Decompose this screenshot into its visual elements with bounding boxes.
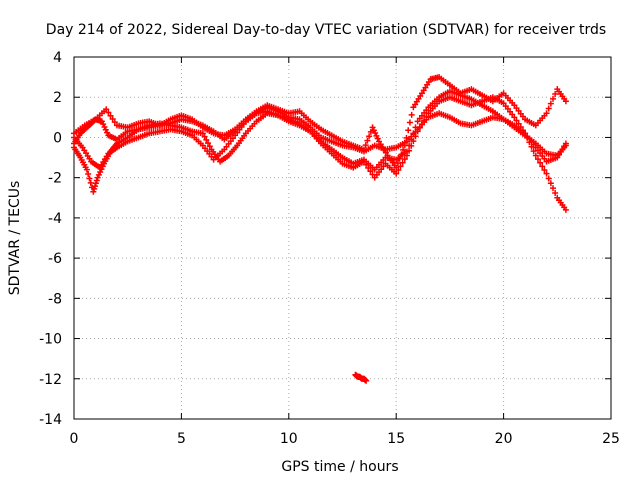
data-point [393, 164, 400, 171]
data-point [408, 111, 415, 118]
axis-ticks [73, 56, 612, 420]
x-tick-label: 5 [177, 431, 186, 447]
y-tick-label: -12 [39, 372, 62, 388]
data-point [515, 120, 522, 127]
data-point [393, 170, 400, 177]
data-point [421, 117, 428, 124]
x-tick-label: 10 [280, 431, 298, 447]
data-point [111, 119, 118, 126]
data-point [534, 156, 541, 163]
data-point [90, 188, 97, 195]
data-point [92, 180, 99, 187]
data-point [93, 177, 100, 184]
data-point [539, 163, 546, 170]
series-trace-4 [71, 74, 569, 171]
data-points [71, 74, 569, 384]
data-point [414, 128, 421, 135]
data-point [401, 156, 408, 163]
data-point [367, 168, 374, 175]
x-tick-label: 15 [387, 431, 405, 447]
data-point [205, 140, 212, 147]
data-point [367, 128, 374, 135]
data-point [513, 117, 520, 124]
data-point [403, 148, 410, 155]
data-point [543, 110, 550, 117]
x-axis-label: GPS time / hours [281, 459, 398, 475]
y-tick-label: -4 [48, 211, 62, 227]
data-point [528, 143, 535, 150]
data-point [412, 124, 419, 131]
data-point [537, 159, 544, 166]
data-point [85, 171, 92, 178]
series-outlier [352, 371, 370, 384]
data-point [362, 142, 369, 149]
data-point [105, 109, 112, 116]
data-point [400, 146, 407, 153]
data-point [103, 106, 110, 113]
data-point [406, 119, 413, 126]
data-point [530, 148, 537, 155]
data-point [541, 167, 548, 174]
data-point [83, 166, 90, 173]
data-point [511, 114, 518, 121]
data-point [517, 123, 524, 130]
data-point [201, 133, 208, 140]
data-point [360, 146, 367, 153]
data-point [92, 183, 99, 190]
data-point [547, 100, 554, 107]
y-tick-label: -14 [39, 412, 62, 428]
x-tick-label: 0 [70, 431, 79, 447]
x-tick-label: 20 [495, 431, 513, 447]
data-point [394, 160, 401, 167]
y-tick-label: -8 [48, 291, 62, 307]
data-point [364, 137, 371, 144]
data-point [562, 98, 569, 105]
y-tick-label: 2 [53, 90, 62, 106]
data-point [545, 175, 552, 182]
data-point [543, 170, 550, 177]
data-point [396, 155, 403, 162]
y-tick-label: 0 [53, 130, 62, 146]
data-point [87, 179, 94, 186]
data-point [562, 206, 569, 213]
data-point [107, 112, 114, 119]
data-point [401, 142, 408, 149]
data-point [562, 142, 569, 149]
data-point [532, 152, 539, 159]
data-point [91, 185, 98, 192]
data-point [199, 130, 206, 137]
grid [74, 57, 611, 419]
data-point [397, 163, 404, 170]
data-point [408, 136, 415, 143]
chart-title: Day 214 of 2022, Sidereal Day-to-day VTE… [46, 22, 606, 38]
data-point [550, 95, 557, 102]
data-point [203, 136, 210, 143]
data-point [109, 115, 116, 122]
y-tick-label: -6 [48, 251, 62, 267]
data-point [206, 143, 213, 150]
y-tick-labels: -14 -12 -10 -8 -6 -4 -2 0 2 4 [39, 50, 62, 428]
data-point [86, 175, 93, 182]
y-tick-label: -10 [39, 332, 62, 348]
y-axis-label: SDTVAR / TECUs [7, 181, 23, 296]
data-point [552, 91, 559, 98]
data-point [550, 185, 557, 192]
data-point [403, 134, 410, 141]
data-point [418, 121, 425, 128]
x-tick-label: 25 [602, 431, 620, 447]
data-point [545, 105, 552, 112]
data-point [363, 377, 370, 384]
y-tick-label: -2 [48, 171, 62, 187]
data-point [366, 133, 373, 140]
data-point [405, 127, 412, 134]
data-point [552, 189, 559, 196]
plot-frame [73, 56, 612, 420]
y-tick-label: 4 [53, 50, 62, 66]
data-point [398, 151, 405, 158]
data-point [423, 113, 430, 120]
x-tick-labels: 0 5 10 15 20 25 [70, 431, 620, 447]
data-point [410, 130, 417, 137]
data-point [547, 180, 554, 187]
